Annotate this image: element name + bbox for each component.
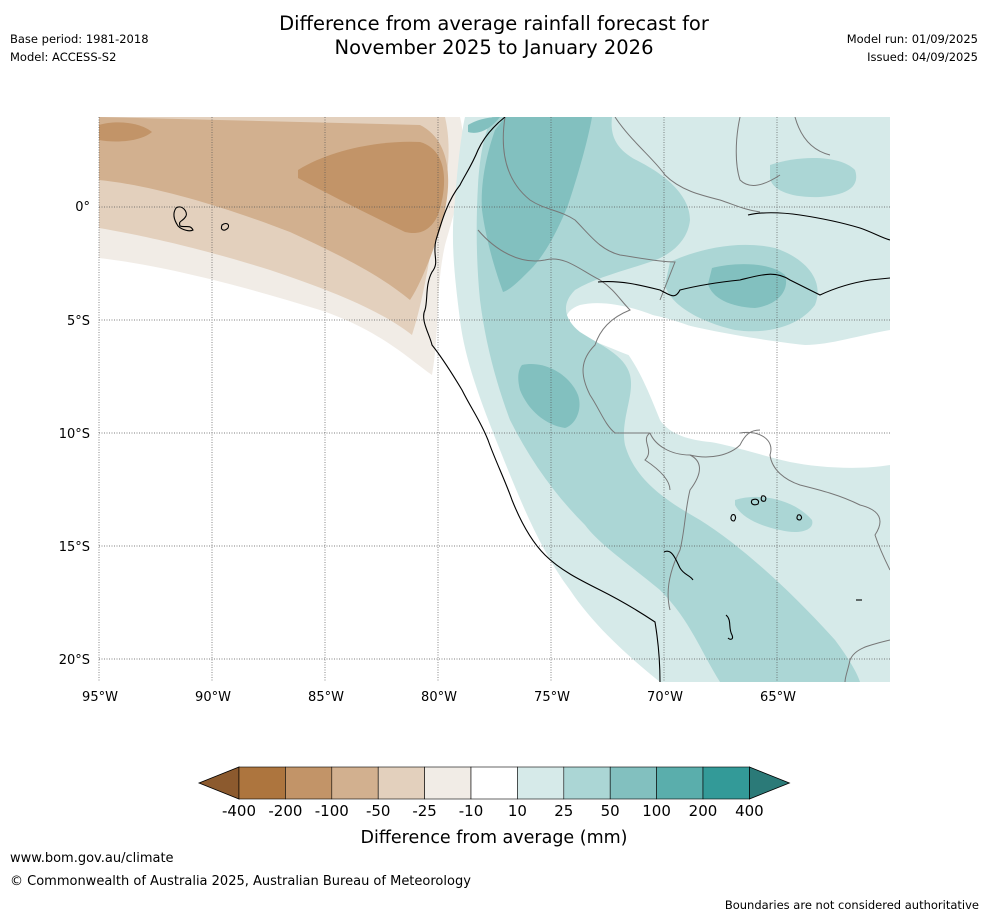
colorbar-segment — [285, 766, 333, 800]
lat-label-10s: 10°S — [59, 427, 90, 442]
title-line-2: November 2025 to January 2026 — [334, 36, 654, 59]
lon-axis-labels: 95°W 90°W 85°W 80°W 75°W 70°W 65°W — [82, 690, 796, 705]
dry-anomaly-100 — [298, 141, 445, 234]
lat-label-20s: 20°S — [59, 653, 90, 668]
wet-anomaly-25 — [476, 117, 860, 682]
lat-label-0: 0° — [75, 200, 90, 215]
lon-gridlines — [98, 117, 778, 682]
issued-date: Issued: 04/09/2025 — [867, 50, 978, 64]
lon-label-90w: 90°W — [195, 690, 231, 705]
lat-axis-labels: 0° 5°S 10°S 15°S 20°S — [59, 200, 90, 668]
colorbar-tick-label: 100 — [642, 802, 671, 820]
wet-anomaly-25-north — [770, 158, 857, 198]
map-title: Difference from average rainfall forecas… — [0, 12, 988, 60]
colorbar-tick-label: -25 — [412, 802, 437, 820]
lat-label-15s: 15°S — [59, 540, 90, 555]
colorbar-tick-label: 25 — [554, 802, 573, 820]
colorbar-label: Difference from average (mm) — [360, 828, 627, 848]
colorbar — [197, 766, 791, 800]
lat-label-5s: 5°S — [67, 314, 90, 329]
colorbar-segment — [517, 766, 565, 800]
colorbar-tick-label: 10 — [508, 802, 527, 820]
colorbar-tick-label: -400 — [222, 802, 256, 820]
colorbar-tick-label: -200 — [268, 802, 302, 820]
footer-copyright: © Commonwealth of Australia 2025, Austra… — [10, 874, 471, 889]
wet-anomaly-10-gap — [612, 311, 890, 468]
country-borders — [477, 117, 890, 682]
footer-boundaries-note: Boundaries are not considered authoritat… — [724, 898, 979, 912]
wet-anomaly-50 — [481, 117, 592, 292]
wet-anomaly-50-coast — [468, 117, 500, 133]
colorbar-tick-label: -50 — [366, 802, 391, 820]
lon-label-70w: 70°W — [647, 690, 683, 705]
colorbar-tick-label: 50 — [601, 802, 620, 820]
colorbar-segment — [377, 766, 425, 800]
lon-label-80w: 80°W — [421, 690, 457, 705]
colorbar-segment — [331, 766, 379, 800]
coastlines — [173, 117, 890, 682]
colorbar-segment — [702, 766, 750, 800]
model-run: Model run: 01/09/2025 — [846, 32, 978, 46]
lon-label-85w: 85°W — [308, 690, 344, 705]
dry-anomaly-100-west — [99, 122, 152, 142]
colorbar-tick-label: -10 — [459, 802, 484, 820]
lon-label-65w: 65°W — [760, 690, 796, 705]
colorbar-tick-label: 200 — [689, 802, 718, 820]
colorbar-segment — [424, 766, 472, 800]
base-period: Base period: 1981-2018 — [10, 32, 149, 46]
lon-label-75w: 75°W — [534, 690, 570, 705]
colorbar-extend-left — [197, 766, 240, 800]
meta-right: Model run: 01/09/2025 Issued: 04/09/2025 — [847, 30, 978, 66]
colorbar-extend-right — [749, 766, 791, 800]
colorbar-segment — [563, 766, 611, 800]
wet-anomaly-50-peru — [518, 364, 580, 428]
colorbar-segment — [609, 766, 657, 800]
lat-gridlines — [99, 206, 890, 660]
wet-anomaly-50-amazon — [708, 264, 787, 308]
colorbar-tick-labels: -400 -200 -100 -50 -25 -10 10 25 50 100 200 400 — [222, 802, 764, 820]
colorbar-tick-label: 400 — [735, 802, 764, 820]
title-line-1: Difference from average rainfall forecas… — [279, 12, 709, 35]
colorbar-segment — [238, 766, 286, 800]
wet-anomaly-25-south — [735, 496, 813, 532]
footer-url[interactable]: www.bom.gov.au/climate — [10, 851, 174, 866]
colorbar-segment — [656, 766, 704, 800]
lon-label-95w: 95°W — [82, 690, 118, 705]
colorbar-segment — [470, 766, 518, 800]
meta-left: Base period: 1981-2018 Model: ACCESS-S2 — [10, 30, 149, 66]
map-area — [99, 117, 890, 682]
colorbar-tick-label: -100 — [315, 802, 349, 820]
model-name: Model: ACCESS-S2 — [10, 50, 117, 64]
